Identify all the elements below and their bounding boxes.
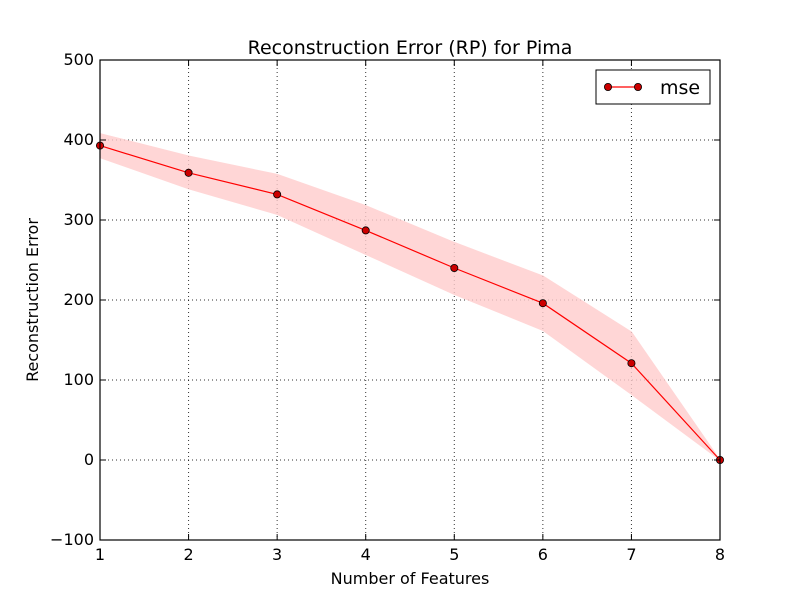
chart-title: Reconstruction Error (RP) for Pima [248,37,573,59]
x-axis-label: Number of Features [331,569,490,588]
plot-area: 1 2 3 4 5 6 7 8 −100 0 100 200 300 400 500 mse [50,50,725,564]
x-tick-label: 3 [272,545,282,564]
x-tick-label: 2 [183,545,193,564]
data-point [627,359,636,368]
x-tick-label: 5 [449,545,459,564]
series-line-mse [99,145,721,461]
y-tick-label: 0 [84,450,94,469]
y-tick-label: 100 [63,370,94,389]
data-point [273,190,282,199]
y-tick-label: 200 [63,290,94,309]
legend-label: mse [660,77,700,99]
x-tick-label: 1 [95,545,105,564]
error-band [99,132,721,461]
x-tick-label: 6 [538,545,548,564]
y-tick-label: 300 [63,210,94,229]
legend-marker [634,83,643,92]
x-tick-label: 8 [715,545,725,564]
x-tick-label: 4 [361,545,371,564]
x-tick-label: 7 [626,545,636,564]
y-tick-label: −100 [50,530,94,549]
y-tick-label: 500 [63,50,94,69]
y-tick-label: 400 [63,130,94,149]
data-point [361,226,370,235]
data-point [538,299,547,308]
data-point [184,168,193,177]
legend-marker [604,83,613,92]
data-point [450,263,459,272]
y-axis-label: Reconstruction Error [23,218,42,382]
